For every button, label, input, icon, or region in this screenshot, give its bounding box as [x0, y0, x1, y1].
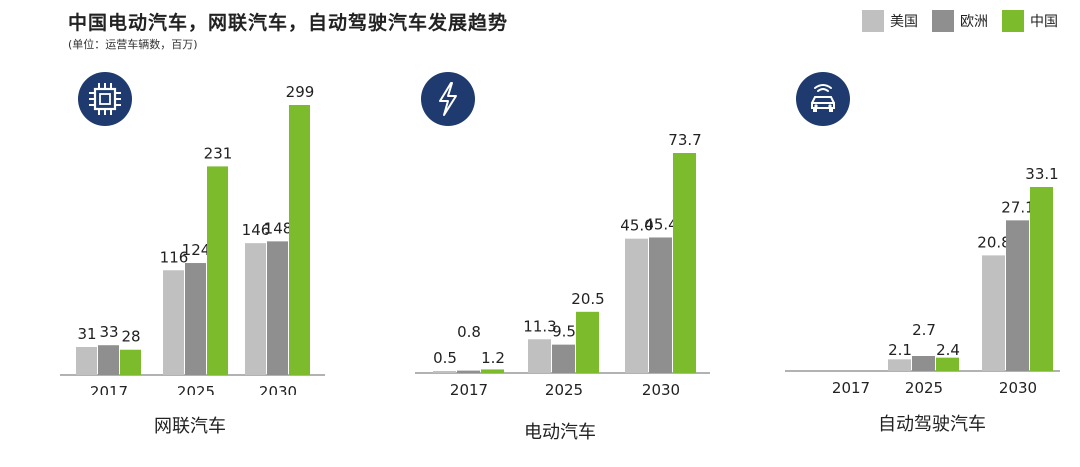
bar-china-2025: [936, 357, 959, 371]
bar-europe-2030: [649, 237, 672, 373]
bar-usa-2025: [163, 270, 184, 375]
data-label: 20.5: [571, 290, 604, 308]
data-label: 0.8: [457, 323, 481, 341]
lightning-icon: [421, 72, 475, 126]
category-label: 2017: [90, 383, 128, 395]
data-label: 9.5: [552, 323, 576, 341]
panel-title-autonomous: 自动驾驶汽车: [878, 414, 986, 435]
bar-usa-2030: [245, 243, 266, 375]
bar-china-2030: [289, 105, 310, 375]
data-label: 2.7: [912, 321, 936, 339]
legend-item-usa: 美国: [862, 10, 918, 32]
legend-label-china: 中国: [1030, 14, 1058, 30]
chart-subtitle: (单位：运营车辆数，百万): [68, 38, 198, 51]
bar-china-2030: [673, 153, 696, 373]
bar-china-2025: [207, 166, 228, 375]
data-label: 299: [286, 83, 315, 101]
data-label: 28: [121, 328, 140, 346]
category-label: 2030: [642, 381, 680, 395]
data-label: 45.0: [620, 217, 653, 235]
data-label: 11.3: [523, 317, 556, 335]
bar-usa-2017: [433, 371, 456, 373]
category-label: 2030: [999, 379, 1037, 395]
bar-usa-2030: [625, 238, 648, 373]
data-label: 2.1: [888, 341, 912, 359]
data-label: 31: [77, 325, 96, 343]
bar-usa-2017: [76, 347, 97, 375]
category-label: 2025: [905, 379, 943, 395]
bar-usa-2025: [528, 339, 551, 373]
data-label: 2.4: [936, 341, 960, 359]
chart-title: 中国电动汽车，网联汽车，自动驾驶汽车发展趋势: [68, 12, 509, 34]
data-label: 231: [204, 144, 233, 162]
data-label: 146: [242, 221, 271, 239]
panel-title-electric: 电动汽车: [524, 422, 596, 443]
data-label: 1.2: [481, 349, 505, 367]
bar-usa-2025: [888, 359, 911, 371]
bar-china-2017: [481, 369, 504, 373]
data-label: 20.8: [977, 233, 1010, 251]
legend-item-china: 中国: [1002, 10, 1058, 32]
data-label: 33.1: [1025, 165, 1058, 183]
chip-icon: [78, 72, 132, 126]
data-label: 124: [182, 241, 211, 259]
bar-china-2025: [576, 311, 599, 373]
legend-label-europe: 欧洲: [960, 14, 988, 30]
data-label: 45.4: [644, 215, 677, 233]
legend: 美国 欧洲 中国: [862, 10, 1058, 32]
data-label: 73.7: [668, 131, 701, 149]
electric-vehicles-chart: 2017 0.50.81.2 2025 11.39.5 20.5 2030 45.045.4…: [415, 131, 710, 395]
autonomous-car-icon: [796, 72, 850, 126]
bar-europe-2017: [457, 370, 480, 373]
legend-item-europe: 欧洲: [932, 10, 988, 32]
bar-china-2017: [120, 349, 141, 375]
legend-swatch-usa: [862, 10, 884, 32]
category-label: 2017: [832, 379, 870, 395]
legend-swatch-europe: [932, 10, 954, 32]
data-label: 33: [99, 323, 118, 341]
panel-title-connected: 网联汽车: [154, 416, 226, 437]
bar-europe-2030: [267, 241, 288, 375]
category-label: 2025: [177, 383, 215, 395]
legend-swatch-china: [1002, 10, 1024, 32]
bar-europe-2030: [1006, 220, 1029, 371]
data-label: 27.1: [1001, 198, 1034, 216]
bar-china-2030: [1030, 187, 1053, 371]
legend-label-usa: 美国: [890, 14, 918, 30]
bar-europe-2025: [912, 355, 935, 371]
data-label: 116: [160, 248, 189, 266]
bar-europe-2025: [552, 344, 575, 373]
bar-usa-2030: [982, 255, 1005, 371]
data-label: 148: [264, 219, 293, 237]
data-label: 0.5: [433, 349, 457, 367]
category-label: 2025: [545, 381, 583, 395]
autonomous-vehicles-chart: 2017 2025 2.12.72.4 2030 20.8 27.1 33.1: [785, 165, 1060, 395]
bar-europe-2025: [185, 263, 206, 375]
category-label: 2017: [450, 381, 488, 395]
bar-europe-2017: [98, 345, 119, 375]
category-label: 2030: [259, 383, 297, 395]
